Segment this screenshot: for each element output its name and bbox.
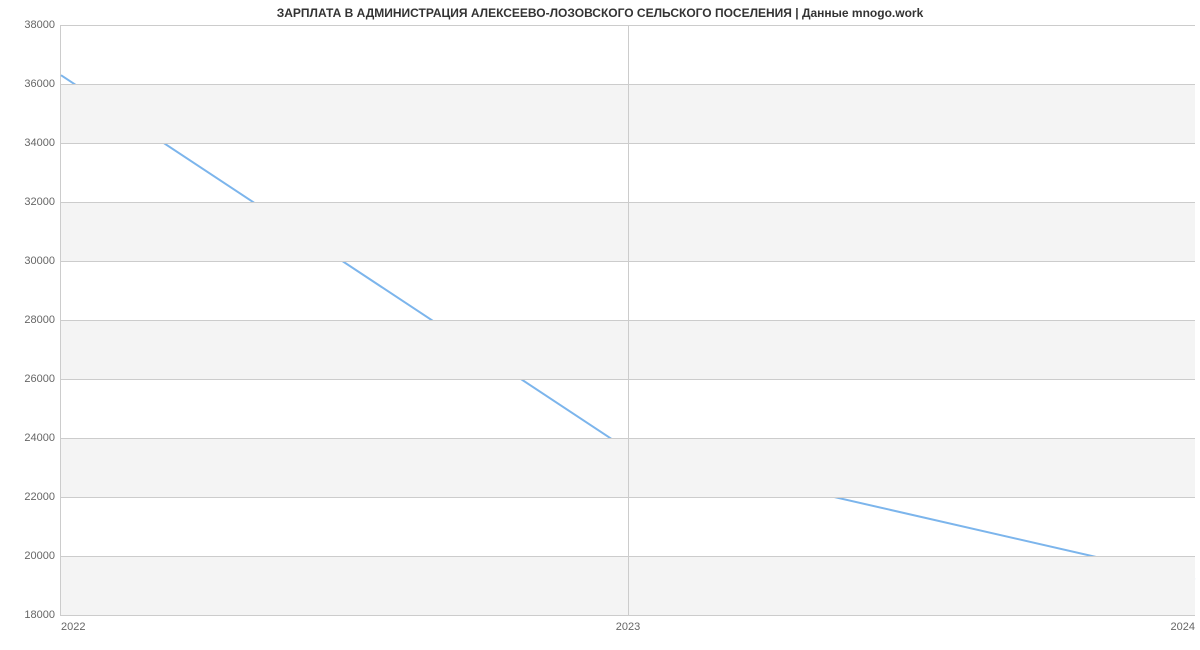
gridline-vertical: [628, 25, 629, 615]
y-tick-label: 26000: [24, 373, 61, 385]
y-tick-label: 36000: [24, 78, 61, 90]
y-tick-label: 38000: [24, 19, 61, 31]
chart-title: ЗАРПЛАТА В АДМИНИСТРАЦИЯ АЛЕКСЕЕВО-ЛОЗОВ…: [0, 6, 1200, 20]
y-tick-label: 30000: [24, 255, 61, 267]
x-tick-label: 2023: [616, 615, 640, 633]
y-tick-label: 18000: [24, 609, 61, 621]
salary-line-chart: ЗАРПЛАТА В АДМИНИСТРАЦИЯ АЛЕКСЕЕВО-ЛОЗОВ…: [0, 0, 1200, 650]
y-tick-label: 32000: [24, 196, 61, 208]
y-tick-label: 28000: [24, 314, 61, 326]
y-tick-label: 24000: [24, 432, 61, 444]
y-tick-label: 34000: [24, 137, 61, 149]
plot-area: 1800020000220002400026000280003000032000…: [60, 25, 1195, 616]
y-tick-label: 22000: [24, 491, 61, 503]
y-tick-label: 20000: [24, 550, 61, 562]
x-tick-label: 2024: [1171, 615, 1195, 633]
x-tick-label: 2022: [61, 615, 85, 633]
